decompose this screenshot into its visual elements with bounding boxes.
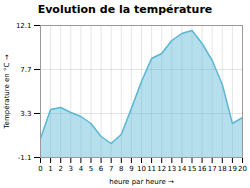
svg-text:13: 13: [167, 165, 176, 173]
svg-text:10: 10: [137, 165, 146, 173]
svg-text:16: 16: [198, 165, 207, 173]
svg-text:14: 14: [177, 165, 186, 173]
svg-text:11: 11: [147, 165, 156, 173]
svg-text:15: 15: [188, 165, 197, 173]
svg-text:20: 20: [238, 165, 247, 173]
svg-text:3.3: 3.3: [20, 110, 31, 118]
svg-text:8: 8: [119, 165, 123, 173]
svg-text:2: 2: [58, 165, 62, 173]
svg-text:5: 5: [89, 165, 93, 173]
svg-text:9: 9: [129, 165, 133, 173]
svg-text:1: 1: [48, 165, 52, 173]
svg-text:0: 0: [38, 165, 42, 173]
svg-text:12: 12: [157, 165, 166, 173]
svg-text:7: 7: [109, 165, 113, 173]
svg-text:heure par heure →: heure par heure →: [109, 178, 174, 186]
svg-text:12.1: 12.1: [16, 22, 32, 30]
svg-text:19: 19: [228, 165, 237, 173]
svg-text:4: 4: [79, 165, 84, 173]
svg-text:3: 3: [69, 165, 73, 173]
svg-text:6: 6: [99, 165, 104, 173]
svg-text:18: 18: [218, 165, 227, 173]
html-text:Evolution de la température: Evolution de la température: [37, 3, 213, 16]
svg-text:-1.1: -1.1: [18, 154, 32, 162]
svg-text:7.7: 7.7: [20, 66, 31, 74]
svg-text:17: 17: [208, 165, 217, 173]
svg-text:Température en °C →: Température en °C →: [3, 54, 11, 129]
